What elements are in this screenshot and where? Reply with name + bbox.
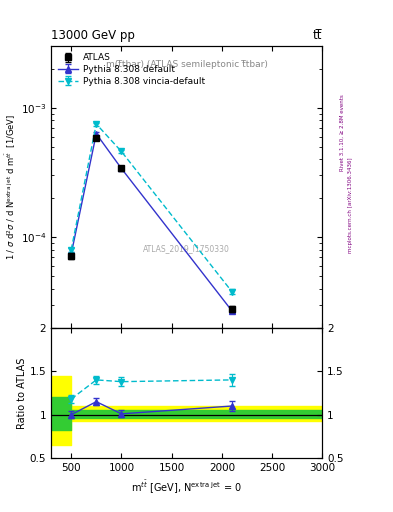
Text: mcplots.cern.ch [arXiv:1306.3436]: mcplots.cern.ch [arXiv:1306.3436] xyxy=(348,157,353,252)
Y-axis label: 1 / $\sigma$ d$^2\sigma$ / d N$^{\mathrm{extra\ jet}}$ d m$^{t\bar{t}}$  [1/GeV]: 1 / $\sigma$ d$^2\sigma$ / d N$^{\mathrm… xyxy=(4,114,18,260)
Text: ATLAS_2019_I1750330: ATLAS_2019_I1750330 xyxy=(143,244,230,253)
X-axis label: m$^{t\bar{t}}$ [GeV], N$^{\mathrm{extra\ jet}}$ = 0: m$^{t\bar{t}}$ [GeV], N$^{\mathrm{extra\… xyxy=(131,479,242,496)
Legend: ATLAS, Pythia 8.308 default, Pythia 8.308 vincia-default: ATLAS, Pythia 8.308 default, Pythia 8.30… xyxy=(55,51,208,89)
Text: m(t̅tbar) (ATLAS semileptonic t̅tbar): m(t̅tbar) (ATLAS semileptonic t̅tbar) xyxy=(106,60,268,69)
Text: 13000 GeV pp: 13000 GeV pp xyxy=(51,29,135,42)
Text: Rivet 3.1.10, ≥ 2.8M events: Rivet 3.1.10, ≥ 2.8M events xyxy=(340,95,345,172)
Text: tt̅: tt̅ xyxy=(313,29,322,42)
Y-axis label: Ratio to ATLAS: Ratio to ATLAS xyxy=(17,357,27,429)
